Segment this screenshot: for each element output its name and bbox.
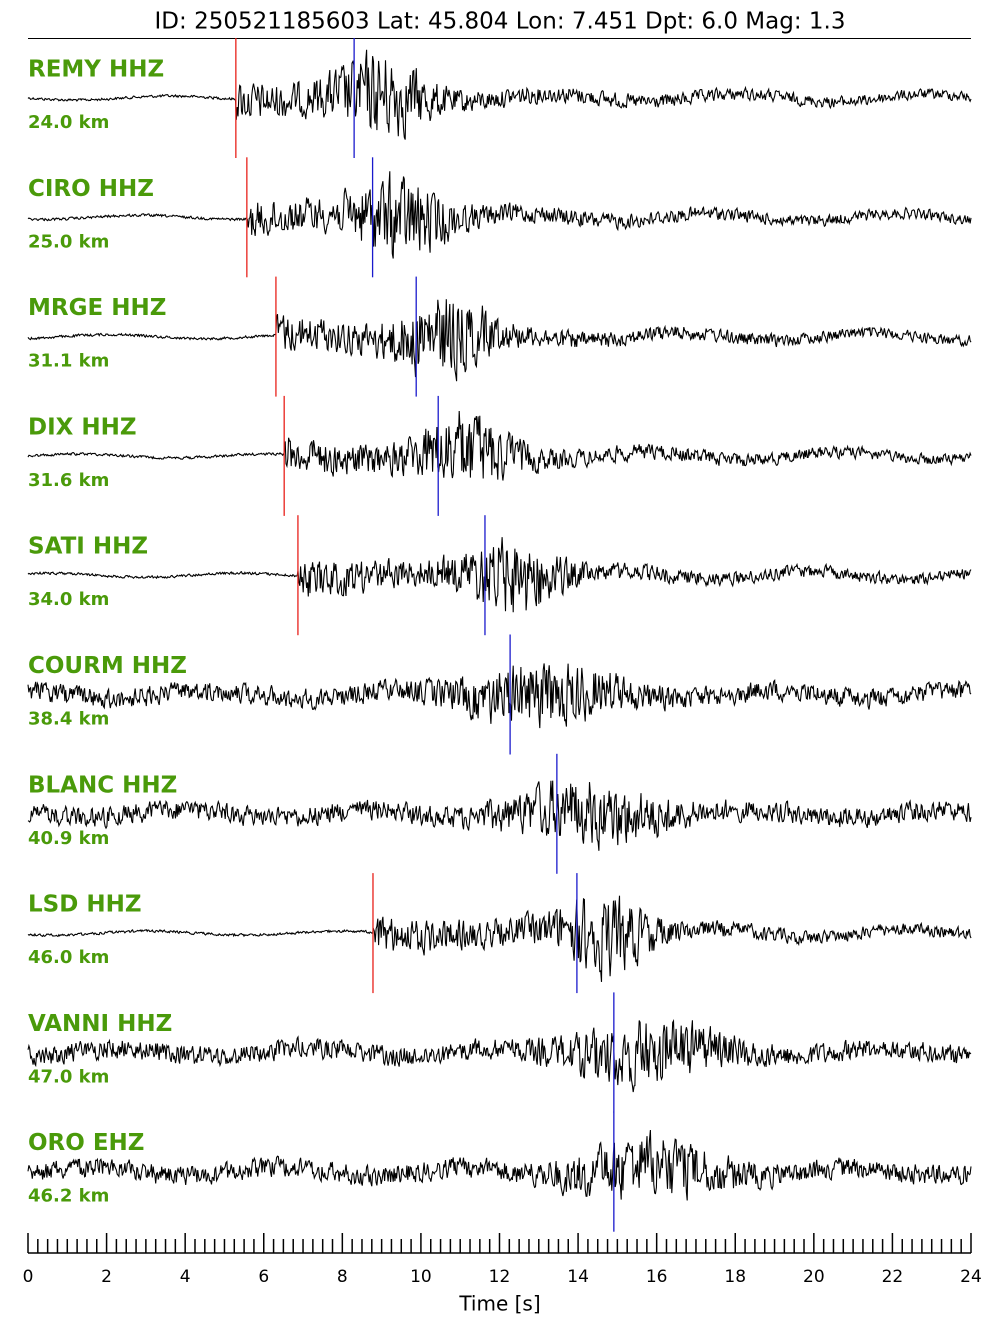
station-name: VANNI HHZ [28, 1011, 172, 1037]
waveform [27, 299, 972, 382]
station-name: DIX HHZ [28, 414, 137, 440]
station-name: SATI HHZ [28, 534, 148, 560]
x-tick-label: 8 [337, 1267, 348, 1287]
x-tick-label: 24 [960, 1267, 982, 1287]
waveform [27, 780, 972, 851]
waveform [27, 537, 972, 613]
x-axis-label: Time [s] [458, 1292, 540, 1316]
x-tick-label: 10 [410, 1267, 432, 1287]
station-distance: 38.4 km [28, 709, 109, 730]
waveform [27, 663, 972, 729]
x-tick-label: 16 [646, 1267, 668, 1287]
x-tick-label: 12 [489, 1267, 511, 1287]
station-name: REMY HHZ [28, 57, 164, 83]
station-distance: 34.0 km [28, 589, 109, 610]
station-name: CIRO HHZ [28, 176, 154, 202]
chart-title: ID: 250521185603 Lat: 45.804 Lon: 7.451 … [155, 9, 846, 35]
x-tick-label: 6 [258, 1267, 269, 1287]
waveform [27, 49, 972, 140]
station-name: ORO EHZ [28, 1130, 144, 1156]
station-distance: 31.6 km [28, 470, 109, 491]
waveform [27, 1129, 972, 1201]
x-tick-label: 20 [803, 1267, 825, 1287]
x-tick-label: 14 [567, 1267, 589, 1287]
x-tick-label: 22 [882, 1267, 904, 1287]
station-name: LSD HHZ [28, 892, 142, 918]
station-name: BLANC HHZ [28, 772, 177, 798]
x-tick-label: 2 [101, 1267, 112, 1287]
x-tick-label: 0 [23, 1267, 34, 1287]
waveform [27, 171, 972, 259]
station-name: MRGE HHZ [28, 295, 166, 321]
x-tick-label: 18 [724, 1267, 746, 1287]
waveform [27, 1019, 972, 1093]
station-distance: 31.1 km [28, 351, 109, 372]
waveform [27, 410, 972, 481]
station-name: COURM HHZ [28, 653, 187, 679]
x-tick-label: 4 [180, 1267, 191, 1287]
station-distance: 46.2 km [28, 1186, 109, 1207]
station-distance: 46.0 km [28, 947, 109, 968]
station-distance: 40.9 km [28, 828, 109, 849]
waveform [27, 895, 972, 982]
station-distance: 24.0 km [28, 112, 109, 133]
station-distance: 25.0 km [28, 231, 109, 252]
station-distance: 47.0 km [28, 1066, 109, 1087]
